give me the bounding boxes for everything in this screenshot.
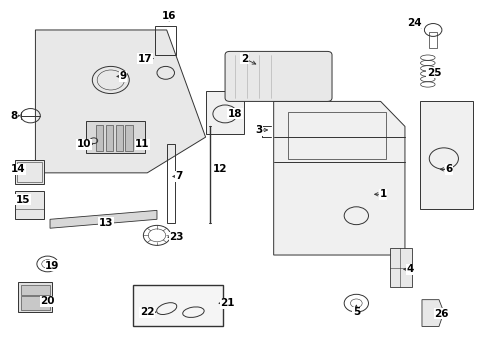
Bar: [166, 144, 175, 223]
Bar: [287, 112, 385, 158]
Text: 9: 9: [119, 71, 126, 81]
Text: 19: 19: [45, 261, 60, 271]
Text: 17: 17: [137, 54, 152, 64]
Text: 3: 3: [255, 125, 262, 135]
Bar: [96, 125, 103, 152]
Bar: [428, 32, 436, 48]
FancyBboxPatch shape: [224, 51, 331, 102]
Text: 2: 2: [241, 54, 247, 64]
Text: 15: 15: [16, 195, 30, 204]
Polygon shape: [421, 300, 443, 327]
Polygon shape: [419, 102, 472, 208]
Text: 16: 16: [162, 11, 176, 21]
Text: 21: 21: [220, 298, 234, 308]
Polygon shape: [389, 248, 411, 287]
Bar: [116, 125, 122, 152]
Text: 25: 25: [426, 68, 441, 78]
Bar: [106, 125, 113, 152]
Text: 22: 22: [140, 307, 154, 317]
Text: 11: 11: [135, 139, 149, 149]
Polygon shape: [35, 30, 205, 173]
Bar: [154, 26, 176, 55]
Bar: [15, 160, 44, 184]
Text: 18: 18: [227, 109, 242, 119]
Text: 5: 5: [352, 307, 359, 317]
Bar: [125, 125, 132, 152]
Text: 1: 1: [379, 189, 386, 199]
Polygon shape: [50, 210, 157, 228]
Text: 23: 23: [169, 232, 183, 242]
Text: 8: 8: [10, 111, 17, 121]
Text: 12: 12: [212, 164, 227, 174]
Bar: [21, 296, 50, 310]
Bar: [86, 121, 144, 153]
Bar: [132, 285, 222, 327]
Polygon shape: [273, 102, 404, 255]
Text: 20: 20: [40, 296, 55, 306]
Text: 24: 24: [407, 18, 421, 28]
Text: 4: 4: [406, 264, 413, 274]
Polygon shape: [205, 91, 244, 134]
Text: 6: 6: [444, 164, 451, 174]
Bar: [19, 282, 52, 312]
Text: 26: 26: [433, 309, 448, 319]
Bar: [21, 285, 50, 296]
Text: 10: 10: [77, 139, 91, 149]
Bar: [17, 162, 42, 182]
Text: 7: 7: [175, 171, 182, 181]
Text: 13: 13: [99, 218, 113, 228]
Bar: [15, 191, 44, 219]
Text: 14: 14: [11, 164, 26, 174]
